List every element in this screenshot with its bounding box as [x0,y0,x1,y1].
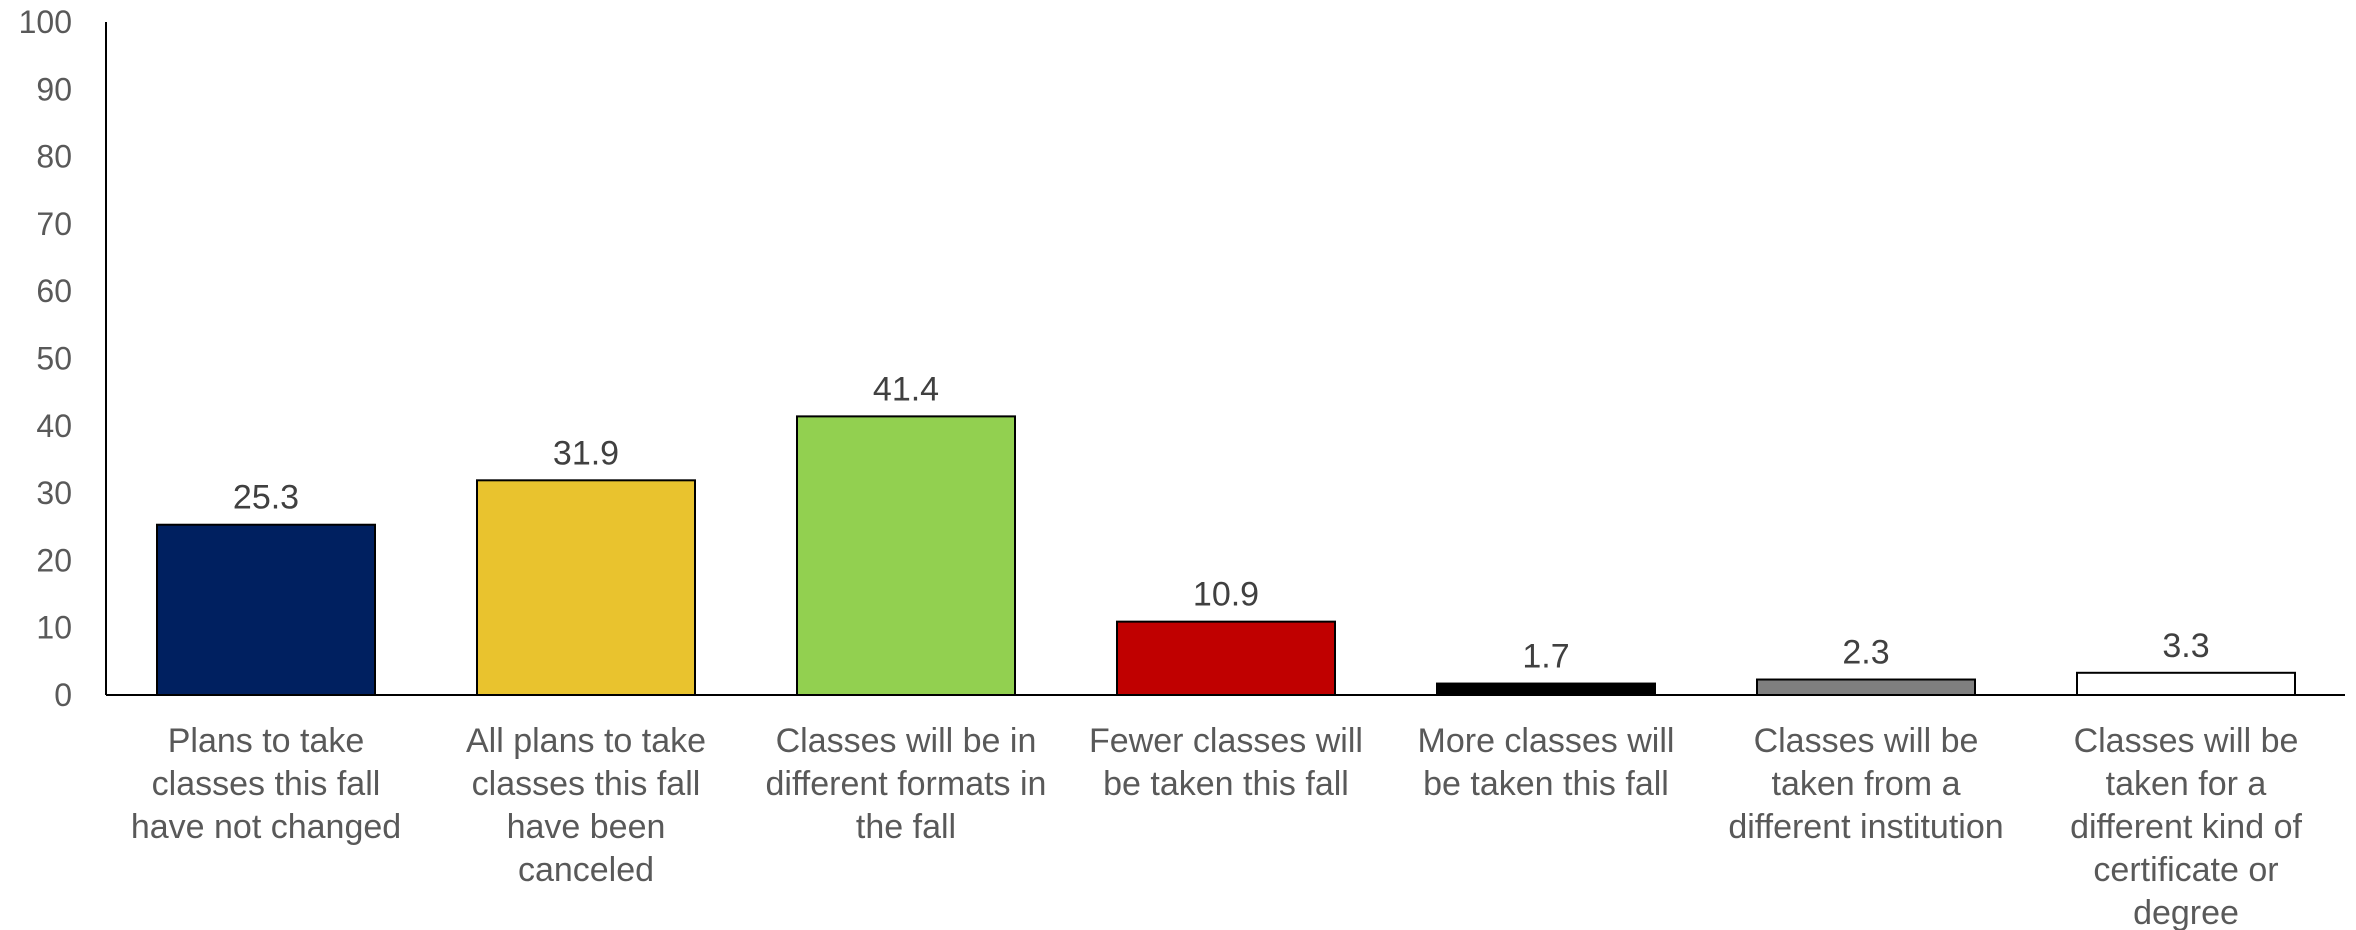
bar [1436,682,1656,697]
category-label: Classes will be taken from a different ins… [1728,722,2003,846]
bar [156,523,376,697]
category-label: Fewer classes will be taken this fall [1089,722,1363,803]
data-label: 2.3 [1842,634,1889,672]
y-axis: 0 10 20 30 40 50 60 70 80 90 100 [19,4,107,713]
data-label: 10.9 [1193,576,1259,614]
y-tick-label: 60 [36,273,72,309]
category-label: Classes will be taken for a different kind… [2070,722,2302,930]
bar [1116,620,1336,697]
data-label: 1.7 [1522,638,1569,676]
data-label: 25.3 [233,479,299,517]
y-tick-label: 0 [54,677,72,713]
category-label-line: have not changed [131,808,401,846]
data-label: 31.9 [553,434,619,472]
category-label-line: classes this fall [472,765,701,803]
category-label: Classes will be in different formats in th… [766,722,1047,846]
y-tick-label: 50 [36,341,72,377]
y-tick-label: 20 [36,542,72,578]
category-label-line: be taken this fall [1103,765,1349,803]
category-label-line: degree [2133,894,2239,930]
category-label: More classes will be taken this fall [1418,722,1675,803]
bar [2076,671,2296,697]
category-label-line: different kind of [2070,808,2302,846]
category-label-line: certificate or [2093,851,2278,889]
category-label-line: taken for a [2106,765,2267,803]
y-tick-label: 10 [36,610,72,646]
category-label-line: different institution [1728,808,2003,846]
category-label-line: All plans to take [466,722,706,760]
category-label-line: taken from a [1772,765,1961,803]
y-tick-label: 30 [36,475,72,511]
data-label: 3.3 [2162,627,2209,665]
y-tick-label: 40 [36,408,72,444]
category-label-line: Fewer classes will [1089,722,1363,760]
category-label: All plans to take classes this fall have b… [466,722,706,889]
y-tick-label: 100 [19,4,72,40]
category-label-line: classes this fall [152,765,381,803]
category-label-line: Classes will be in [776,722,1037,760]
bar [796,415,1016,696]
category-labels: Plans to take classes this fall have not c… [131,722,2303,930]
category-label-line: More classes will [1418,722,1675,760]
category-label-line: Classes will be [1754,722,1979,760]
bars [156,415,2296,697]
category-label: Plans to take classes this fall have not c… [131,722,401,846]
category-label-line: have been [507,808,666,846]
y-tick-label: 80 [36,139,72,175]
bar [1756,678,1976,696]
category-label-line: be taken this fall [1423,765,1669,803]
category-label-line: Plans to take [168,722,365,760]
data-labels: 25.3 31.9 41.4 10.9 1.7 2.3 3.3 [233,370,2210,675]
data-label: 41.4 [873,370,939,408]
y-tick-label: 90 [36,71,72,107]
category-label-line: canceled [518,851,654,889]
category-label-line: Classes will be [2074,722,2299,760]
category-label-line: different formats in [766,765,1047,803]
category-label-line: the fall [856,808,956,846]
y-tick-label: 70 [36,206,72,242]
bar [476,479,696,696]
